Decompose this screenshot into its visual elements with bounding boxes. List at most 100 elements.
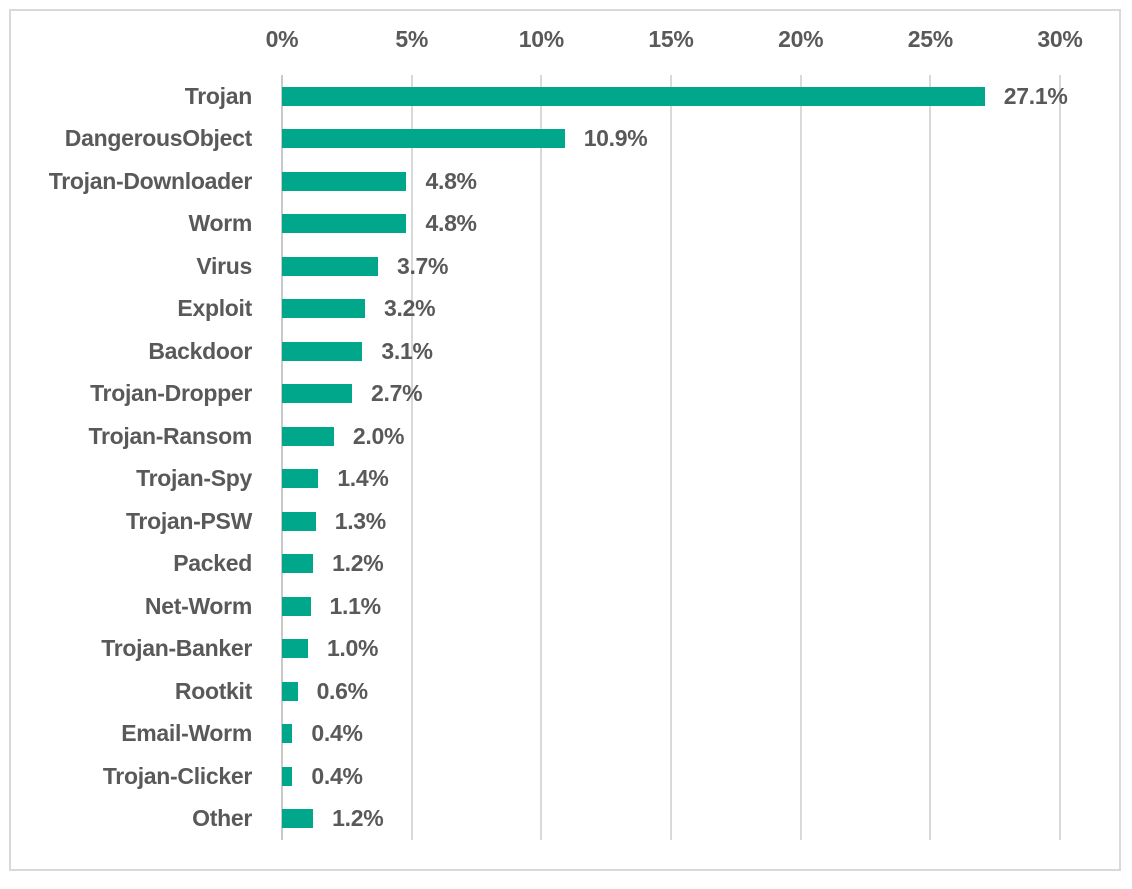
bar-track [282, 511, 1060, 531]
category-label: Trojan-Downloader [48, 167, 253, 194]
value-label: 1.2% [332, 550, 384, 577]
bar-track [282, 469, 1060, 489]
bar [282, 86, 985, 106]
category-label: DangerousObject [64, 125, 253, 152]
bar [282, 809, 314, 829]
bar-track [282, 681, 1060, 701]
category-label: Trojan-PSW [125, 507, 252, 534]
bar [282, 554, 314, 574]
value-label: 0.6% [316, 677, 369, 704]
chart-row: Other 1.2% [11, 798, 1116, 841]
chart-row: Trojan-Downloader 4.8% [11, 160, 1116, 203]
chart-row: Trojan-Ransom 2.0% [11, 415, 1116, 458]
bar-track [282, 256, 1060, 276]
category-label: Email-Worm [121, 720, 252, 747]
bar [282, 681, 298, 701]
bar-track [282, 384, 1060, 404]
chart-rows: Trojan 27.1% DangerousObject 10.9% Trojan-Do… [11, 75, 1116, 840]
value-label: 1.2% [332, 805, 384, 832]
value-label: 3.7% [396, 252, 449, 279]
x-axis-tick-label: 10% [518, 26, 564, 52]
value-label: 10.9% [583, 125, 648, 152]
chart-row: Exploit 3.2% [11, 288, 1116, 331]
value-label: 27.1% [1003, 82, 1068, 109]
chart-row: Trojan 27.1% [11, 75, 1116, 118]
x-axis-tick-label: 15% [648, 26, 694, 52]
value-label: 3.1% [381, 337, 433, 364]
category-label: Net-Worm [144, 592, 252, 619]
bar [282, 214, 407, 234]
category-label: Trojan [184, 82, 253, 109]
category-label: Trojan-Banker [101, 635, 252, 662]
bar [282, 256, 378, 276]
category-label: Exploit [177, 295, 252, 322]
category-label: Backdoor [148, 337, 252, 364]
bar [282, 511, 316, 531]
value-label: 0.4% [311, 720, 363, 747]
value-label: 1.4% [337, 465, 389, 492]
bar [282, 469, 319, 489]
chart-row: Rootkit 0.6% [11, 670, 1116, 713]
x-axis: 0% 5% 10% 15% 20% 25% 30% [266, 22, 1083, 56]
value-label: 3.2% [384, 295, 436, 322]
bar [282, 766, 293, 786]
bar-track [282, 554, 1060, 574]
value-label: 2.7% [371, 380, 423, 407]
bar-track [282, 766, 1060, 786]
chart-border [9, 9, 1121, 871]
value-label: 1.3% [334, 507, 387, 534]
category-label: Packed [173, 550, 252, 577]
chart-row: Worm 4.8% [11, 203, 1116, 246]
bar-track [282, 341, 1060, 361]
chart-row: Packed 1.2% [11, 543, 1116, 586]
chart-row: Trojan-Clicker 0.4% [11, 755, 1116, 798]
bar-track [282, 596, 1060, 616]
chart-row: Net-Worm 1.1% [11, 585, 1116, 628]
x-axis-tick-label: 20% [778, 26, 824, 52]
bar-track [282, 214, 1060, 234]
chart-row: Trojan-Banker 1.0% [11, 628, 1116, 671]
value-label: 4.8% [425, 210, 477, 237]
bar-track [282, 299, 1060, 319]
bar [282, 341, 363, 361]
x-axis-tick-label: 5% [395, 26, 428, 52]
chart-row: Trojan-Spy 1.4% [11, 458, 1116, 501]
chart-row: Virus 3.7% [11, 245, 1116, 288]
chart-row: Trojan-PSW 1.3% [11, 500, 1116, 543]
bar [282, 129, 565, 149]
bar-track [282, 426, 1060, 446]
category-label: Trojan-Dropper [90, 380, 252, 407]
category-label: Rootkit [174, 677, 252, 704]
value-label: 4.8% [425, 167, 477, 194]
x-axis-tick-label: 0% [265, 26, 299, 52]
bar [282, 639, 308, 659]
bar [282, 299, 365, 319]
chart-row: DangerousObject 10.9% [11, 118, 1116, 161]
value-label: 2.0% [352, 422, 405, 449]
category-label: Worm [188, 210, 252, 237]
bar-track [282, 171, 1060, 191]
bar-track [282, 86, 1060, 106]
x-axis-tick-label: 25% [907, 26, 953, 52]
chart-row: Email-Worm 0.4% [11, 713, 1116, 756]
category-label: Virus [196, 252, 252, 279]
bar [282, 171, 407, 191]
chart-row: Backdoor 3.1% [11, 330, 1116, 373]
bar-track [282, 639, 1060, 659]
category-label: Trojan-Clicker [102, 762, 252, 789]
category-label: Trojan-Ransom [88, 422, 252, 449]
bar [282, 426, 334, 446]
category-label: Other [192, 805, 252, 832]
value-label: 1.0% [326, 635, 379, 662]
bar [282, 724, 293, 744]
bar-track [282, 724, 1060, 744]
bar-track [282, 129, 1060, 149]
bar-track [282, 809, 1060, 829]
category-label: Trojan-Spy [136, 465, 252, 492]
chart-row: Trojan-Dropper 2.7% [11, 373, 1116, 416]
bar [282, 384, 353, 404]
x-axis-tick-label: 30% [1037, 26, 1083, 52]
value-label: 1.1% [329, 592, 382, 619]
bar [282, 596, 311, 616]
